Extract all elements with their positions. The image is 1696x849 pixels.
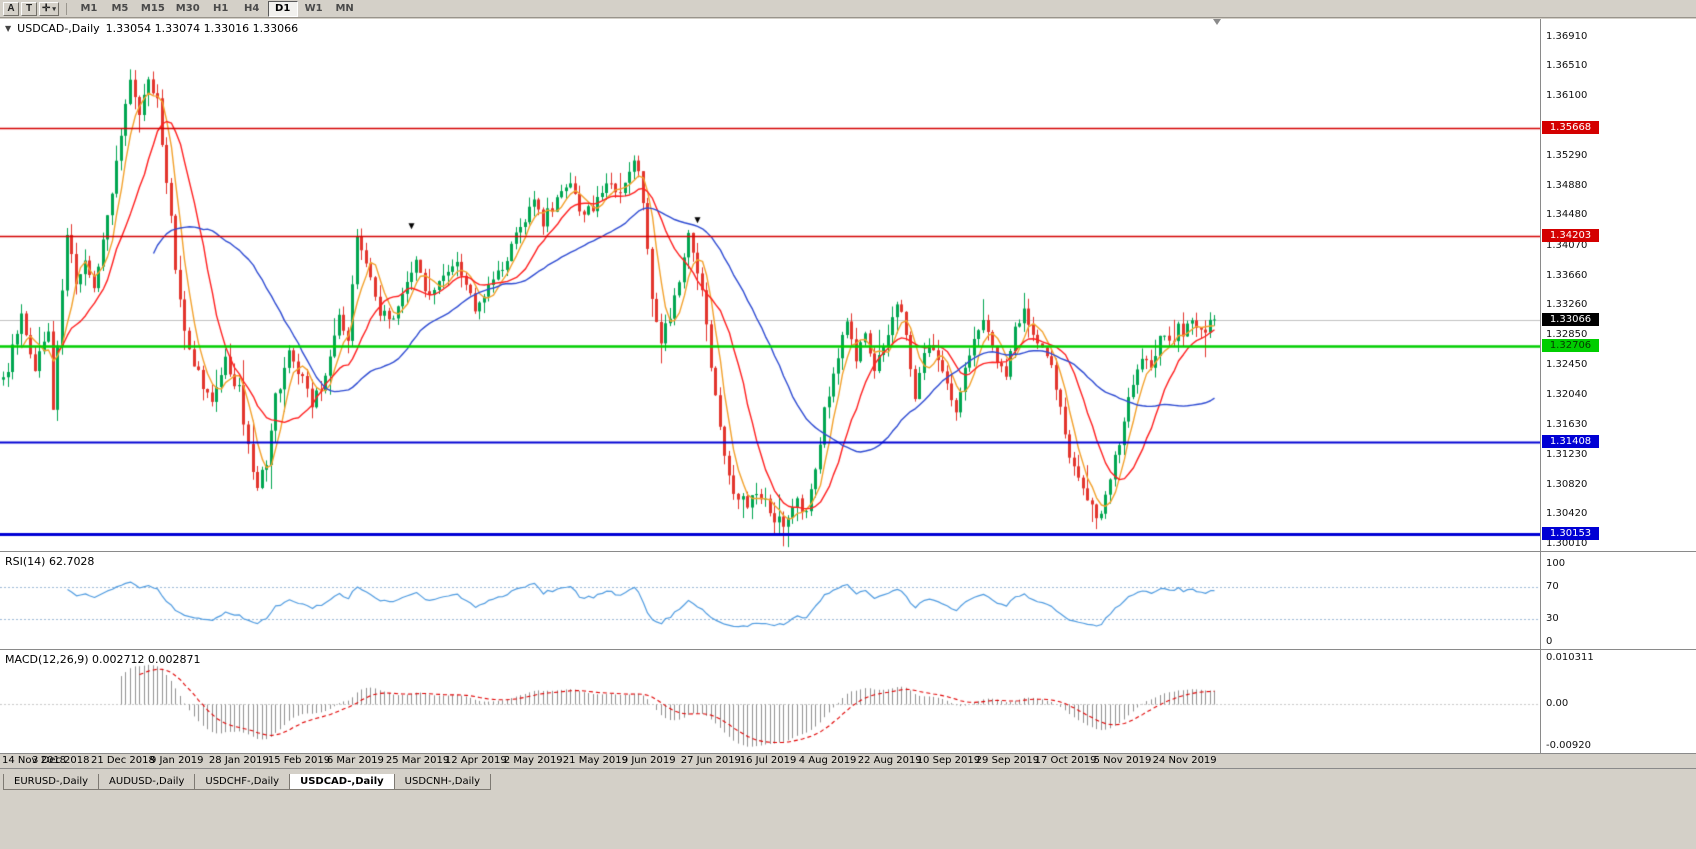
price-level-badge[interactable]: 1.30153 bbox=[1542, 526, 1599, 540]
chart-shift-marker-icon[interactable] bbox=[1213, 19, 1221, 25]
tab-eurusd[interactable]: EURUSD-,Daily bbox=[3, 774, 100, 790]
date-label: 21 May 2019 bbox=[562, 755, 629, 766]
toolbar: A T ✛ ▾ M1 M5 M15 M30 H1 H4 D1 W1 MN bbox=[0, 0, 1696, 18]
collapse-chart-icon[interactable]: ▼ bbox=[5, 24, 12, 33]
date-label: 4 Aug 2019 bbox=[798, 755, 857, 766]
rsi-tick: 70 bbox=[1546, 581, 1559, 593]
panel-separator[interactable] bbox=[0, 551, 1696, 552]
macd-canvas[interactable] bbox=[0, 650, 1540, 753]
price-axis: 1.369101.365101.361001.356901.352901.348… bbox=[1541, 19, 1696, 551]
price-tick: 1.34880 bbox=[1546, 180, 1588, 192]
date-label: 21 Dec 2018 bbox=[90, 755, 155, 766]
date-label: 15 Feb 2019 bbox=[267, 755, 331, 766]
timeframe-d1[interactable]: D1 bbox=[267, 0, 298, 17]
timeframe-button-group: M1 M5 M15 M30 H1 H4 D1 W1 MN bbox=[74, 0, 360, 17]
timeframe-m1[interactable]: M1 bbox=[80, 3, 98, 14]
tab-audusd[interactable]: AUDUSD-,Daily bbox=[98, 774, 196, 790]
price-tick: 1.33660 bbox=[1546, 269, 1588, 281]
price-tick: 1.31630 bbox=[1546, 419, 1588, 431]
date-label: 9 Jan 2019 bbox=[149, 755, 204, 766]
price-level-badge[interactable]: 1.35668 bbox=[1542, 121, 1599, 135]
tab-usdchf[interactable]: USDCHF-,Daily bbox=[194, 774, 291, 790]
cursor-tool-button[interactable]: ✛ ▾ bbox=[39, 1, 59, 16]
current-price-badge: 1.33066 bbox=[1542, 312, 1599, 326]
rsi-tick: 0 bbox=[1546, 636, 1553, 647]
rsi-tick: 100 bbox=[1546, 558, 1566, 569]
timeframe-mn[interactable]: MN bbox=[335, 3, 354, 14]
chevron-down-icon: ▾ bbox=[52, 5, 56, 13]
date-label: 3 Dec 2018 bbox=[31, 755, 90, 766]
price-tick: 1.32040 bbox=[1546, 389, 1588, 400]
date-label: 29 Sep 2019 bbox=[975, 755, 1040, 766]
tab-usdcad[interactable]: USDCAD-,Daily bbox=[289, 774, 395, 790]
date-label: 27 Jun 2019 bbox=[680, 755, 741, 766]
chart-tabs-bar: EURUSD-,Daily AUDUSD-,Daily USDCHF-,Daily U… bbox=[0, 768, 1696, 790]
price-level-badge[interactable]: 1.31408 bbox=[1542, 434, 1599, 448]
date-label: 28 Jan 2019 bbox=[208, 755, 269, 766]
axis-separator bbox=[1540, 19, 1541, 768]
date-label: 5 Nov 2019 bbox=[1093, 755, 1152, 766]
date-label: 12 Apr 2019 bbox=[444, 755, 507, 766]
chart-symbol-label: USDCAD-,Daily bbox=[17, 22, 100, 35]
macd-tick: -0.00920 bbox=[1546, 740, 1591, 751]
rsi-axis: 100 70 30 0 bbox=[1541, 552, 1696, 649]
chart-window: ▼ USDCAD-,Daily 1.33054 1.33074 1.33016 … bbox=[0, 19, 1696, 768]
price-chart-canvas[interactable] bbox=[0, 19, 1540, 551]
price-tick: 1.30820 bbox=[1546, 478, 1588, 490]
timeframe-h1[interactable]: H1 bbox=[212, 3, 229, 14]
price-chart-panel: ▼ USDCAD-,Daily 1.33054 1.33074 1.33016 … bbox=[0, 19, 1696, 551]
price-tick: 1.32450 bbox=[1546, 358, 1588, 370]
timeframe-m5[interactable]: M5 bbox=[111, 3, 129, 14]
timeframe-w1[interactable]: W1 bbox=[304, 3, 323, 14]
date-label: 10 Sep 2019 bbox=[916, 755, 981, 766]
date-label: 22 Aug 2019 bbox=[857, 755, 922, 766]
macd-axis: 0.010311 0.00 -0.00920 bbox=[1541, 650, 1696, 753]
timeframe-m30[interactable]: M30 bbox=[175, 3, 200, 14]
tab-usdcnh[interactable]: USDCNH-,Daily bbox=[393, 774, 492, 790]
toolbar-separator bbox=[65, 2, 67, 15]
price-tick: 1.30420 bbox=[1546, 508, 1588, 520]
price-level-badge[interactable]: 1.34203 bbox=[1542, 228, 1599, 242]
date-label: 2 May 2019 bbox=[503, 755, 563, 766]
macd-header: MACD(12,26,9) 0.002712 0.002871 bbox=[5, 653, 201, 666]
toolbar-button-t[interactable]: T bbox=[21, 1, 37, 16]
macd-indicator-panel: MACD(12,26,9) 0.002712 0.002871 0.010311… bbox=[0, 650, 1696, 753]
macd-tick: 0.00 bbox=[1546, 698, 1569, 710]
chart-header: ▼ USDCAD-,Daily 1.33054 1.33074 1.33016 … bbox=[5, 22, 298, 35]
date-label: 24 Nov 2019 bbox=[1152, 755, 1217, 766]
date-label: 9 Jun 2019 bbox=[621, 755, 676, 766]
timeframe-h4[interactable]: H4 bbox=[243, 3, 260, 14]
price-tick: 1.36100 bbox=[1546, 90, 1588, 102]
price-tick: 1.34480 bbox=[1546, 209, 1588, 221]
price-tick: 1.34070 bbox=[1546, 239, 1588, 251]
rsi-tick: 30 bbox=[1546, 612, 1559, 624]
timeframe-m15[interactable]: M15 bbox=[140, 3, 165, 14]
time-axis: 14 Nov 2018 3 Dec 2018 21 Dec 2018 9 Jan 20… bbox=[0, 754, 1696, 768]
price-tick: 1.36910 bbox=[1546, 30, 1588, 42]
price-tick: 1.33260 bbox=[1546, 299, 1588, 311]
price-tick: 1.31230 bbox=[1546, 448, 1588, 460]
macd-tick: 0.010311 bbox=[1546, 652, 1594, 663]
rsi-indicator-panel: RSI(14) 62.7028 100 70 30 0 bbox=[0, 552, 1696, 649]
price-tick: 1.35290 bbox=[1546, 149, 1588, 161]
price-tick: 1.32850 bbox=[1546, 329, 1588, 341]
price-level-badge[interactable]: 1.32706 bbox=[1542, 338, 1599, 352]
date-label: 14 Nov 2018 bbox=[2, 755, 67, 766]
date-label: 17 Oct 2019 bbox=[1034, 755, 1097, 766]
panel-separator[interactable] bbox=[0, 649, 1696, 650]
rsi-canvas[interactable] bbox=[0, 552, 1540, 649]
chart-ohlc-values: 1.33054 1.33074 1.33016 1.33066 bbox=[105, 22, 299, 35]
toolbar-button-a[interactable]: A bbox=[3, 1, 19, 16]
crosshair-icon: ✛ bbox=[42, 3, 51, 14]
date-label: 16 Jul 2019 bbox=[739, 755, 797, 766]
price-tick: 1.36510 bbox=[1546, 60, 1588, 72]
panel-separator bbox=[0, 753, 1696, 754]
date-label: 25 Mar 2019 bbox=[385, 755, 450, 766]
rsi-header: RSI(14) 62.7028 bbox=[5, 555, 95, 568]
price-tick: 1.30010 bbox=[1546, 538, 1588, 550]
date-label: 6 Mar 2019 bbox=[326, 755, 384, 766]
